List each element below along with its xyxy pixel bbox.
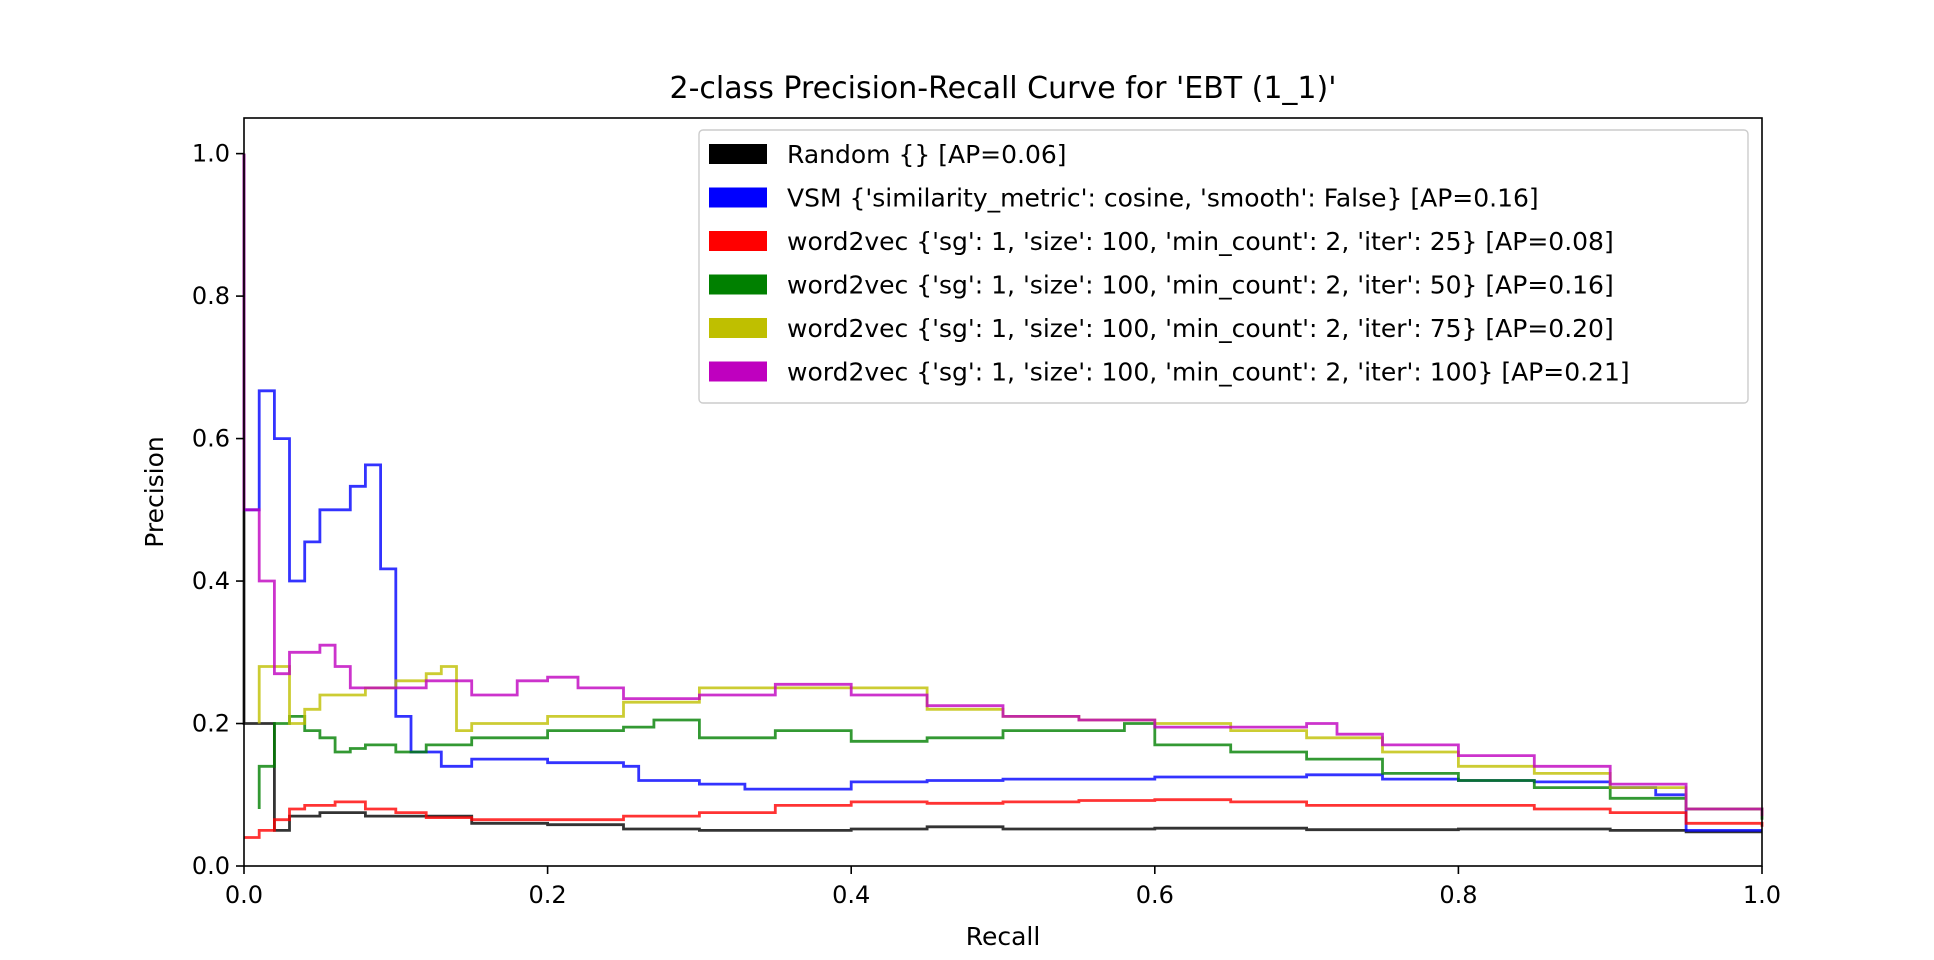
legend-label-2: word2vec {'sg': 1, 'size': 100, 'min_cou…: [787, 227, 1614, 256]
series-line-5: [242, 153, 1764, 817]
x-tick-label: 0.2: [529, 881, 567, 909]
legend-label-1: VSM {'similarity_metric': cosine, 'smoot…: [787, 184, 1539, 213]
y-tick-label: 0.6: [192, 425, 230, 453]
series-line-4: [257, 665, 1764, 817]
series-layer: [242, 153, 1764, 839]
legend-swatch-1: [709, 187, 767, 208]
y-axis-ticks: 0.0 0.2 0.4 0.6 0.8 1.0: [192, 140, 244, 880]
legend-box: [698, 129, 1749, 404]
x-tick-label: 0.8: [1439, 881, 1477, 909]
series-line-3: [257, 715, 1764, 820]
y-axis-label: Precision: [140, 436, 169, 548]
legend-label-5: word2vec {'sg': 1, 'size': 100, 'min_cou…: [787, 358, 1630, 387]
legend-swatch-5: [709, 361, 767, 382]
x-tick-label: 0.4: [832, 881, 870, 909]
x-tick-label: 0.0: [225, 881, 263, 909]
x-tick-label: 0.6: [1136, 881, 1174, 909]
y-tick-label: 0.2: [192, 710, 230, 738]
legend-label-4: word2vec {'sg': 1, 'size': 100, 'min_cou…: [787, 314, 1614, 343]
series-line-2: [244, 798, 1764, 839]
x-tick-label: 1.0: [1743, 881, 1781, 909]
legend-swatch-4: [709, 318, 767, 338]
y-tick-label: 1.0: [192, 140, 230, 168]
chart-title: 2-class Precision-Recall Curve for 'EBT …: [670, 71, 1337, 106]
y-tick-label: 0.8: [192, 282, 230, 310]
plot-area-frame: [243, 117, 1763, 867]
y-tick-label: 0.0: [192, 852, 230, 880]
x-axis-ticks: 0.0 0.2 0.4 0.6 0.8 1.0: [225, 866, 1781, 909]
legend-swatch-0: [709, 144, 767, 164]
x-axis-label: Recall: [966, 922, 1041, 951]
legend-label-3: word2vec {'sg': 1, 'size': 100, 'min_cou…: [787, 271, 1614, 300]
legend-swatch-3: [709, 274, 767, 295]
y-tick-label: 0.4: [192, 567, 230, 595]
legend: Random {} [AP=0.06] VSM {'similarity_metr…: [698, 129, 1749, 404]
legend-swatch-2: [709, 231, 767, 251]
legend-label-0: Random {} [AP=0.06]: [787, 140, 1067, 169]
